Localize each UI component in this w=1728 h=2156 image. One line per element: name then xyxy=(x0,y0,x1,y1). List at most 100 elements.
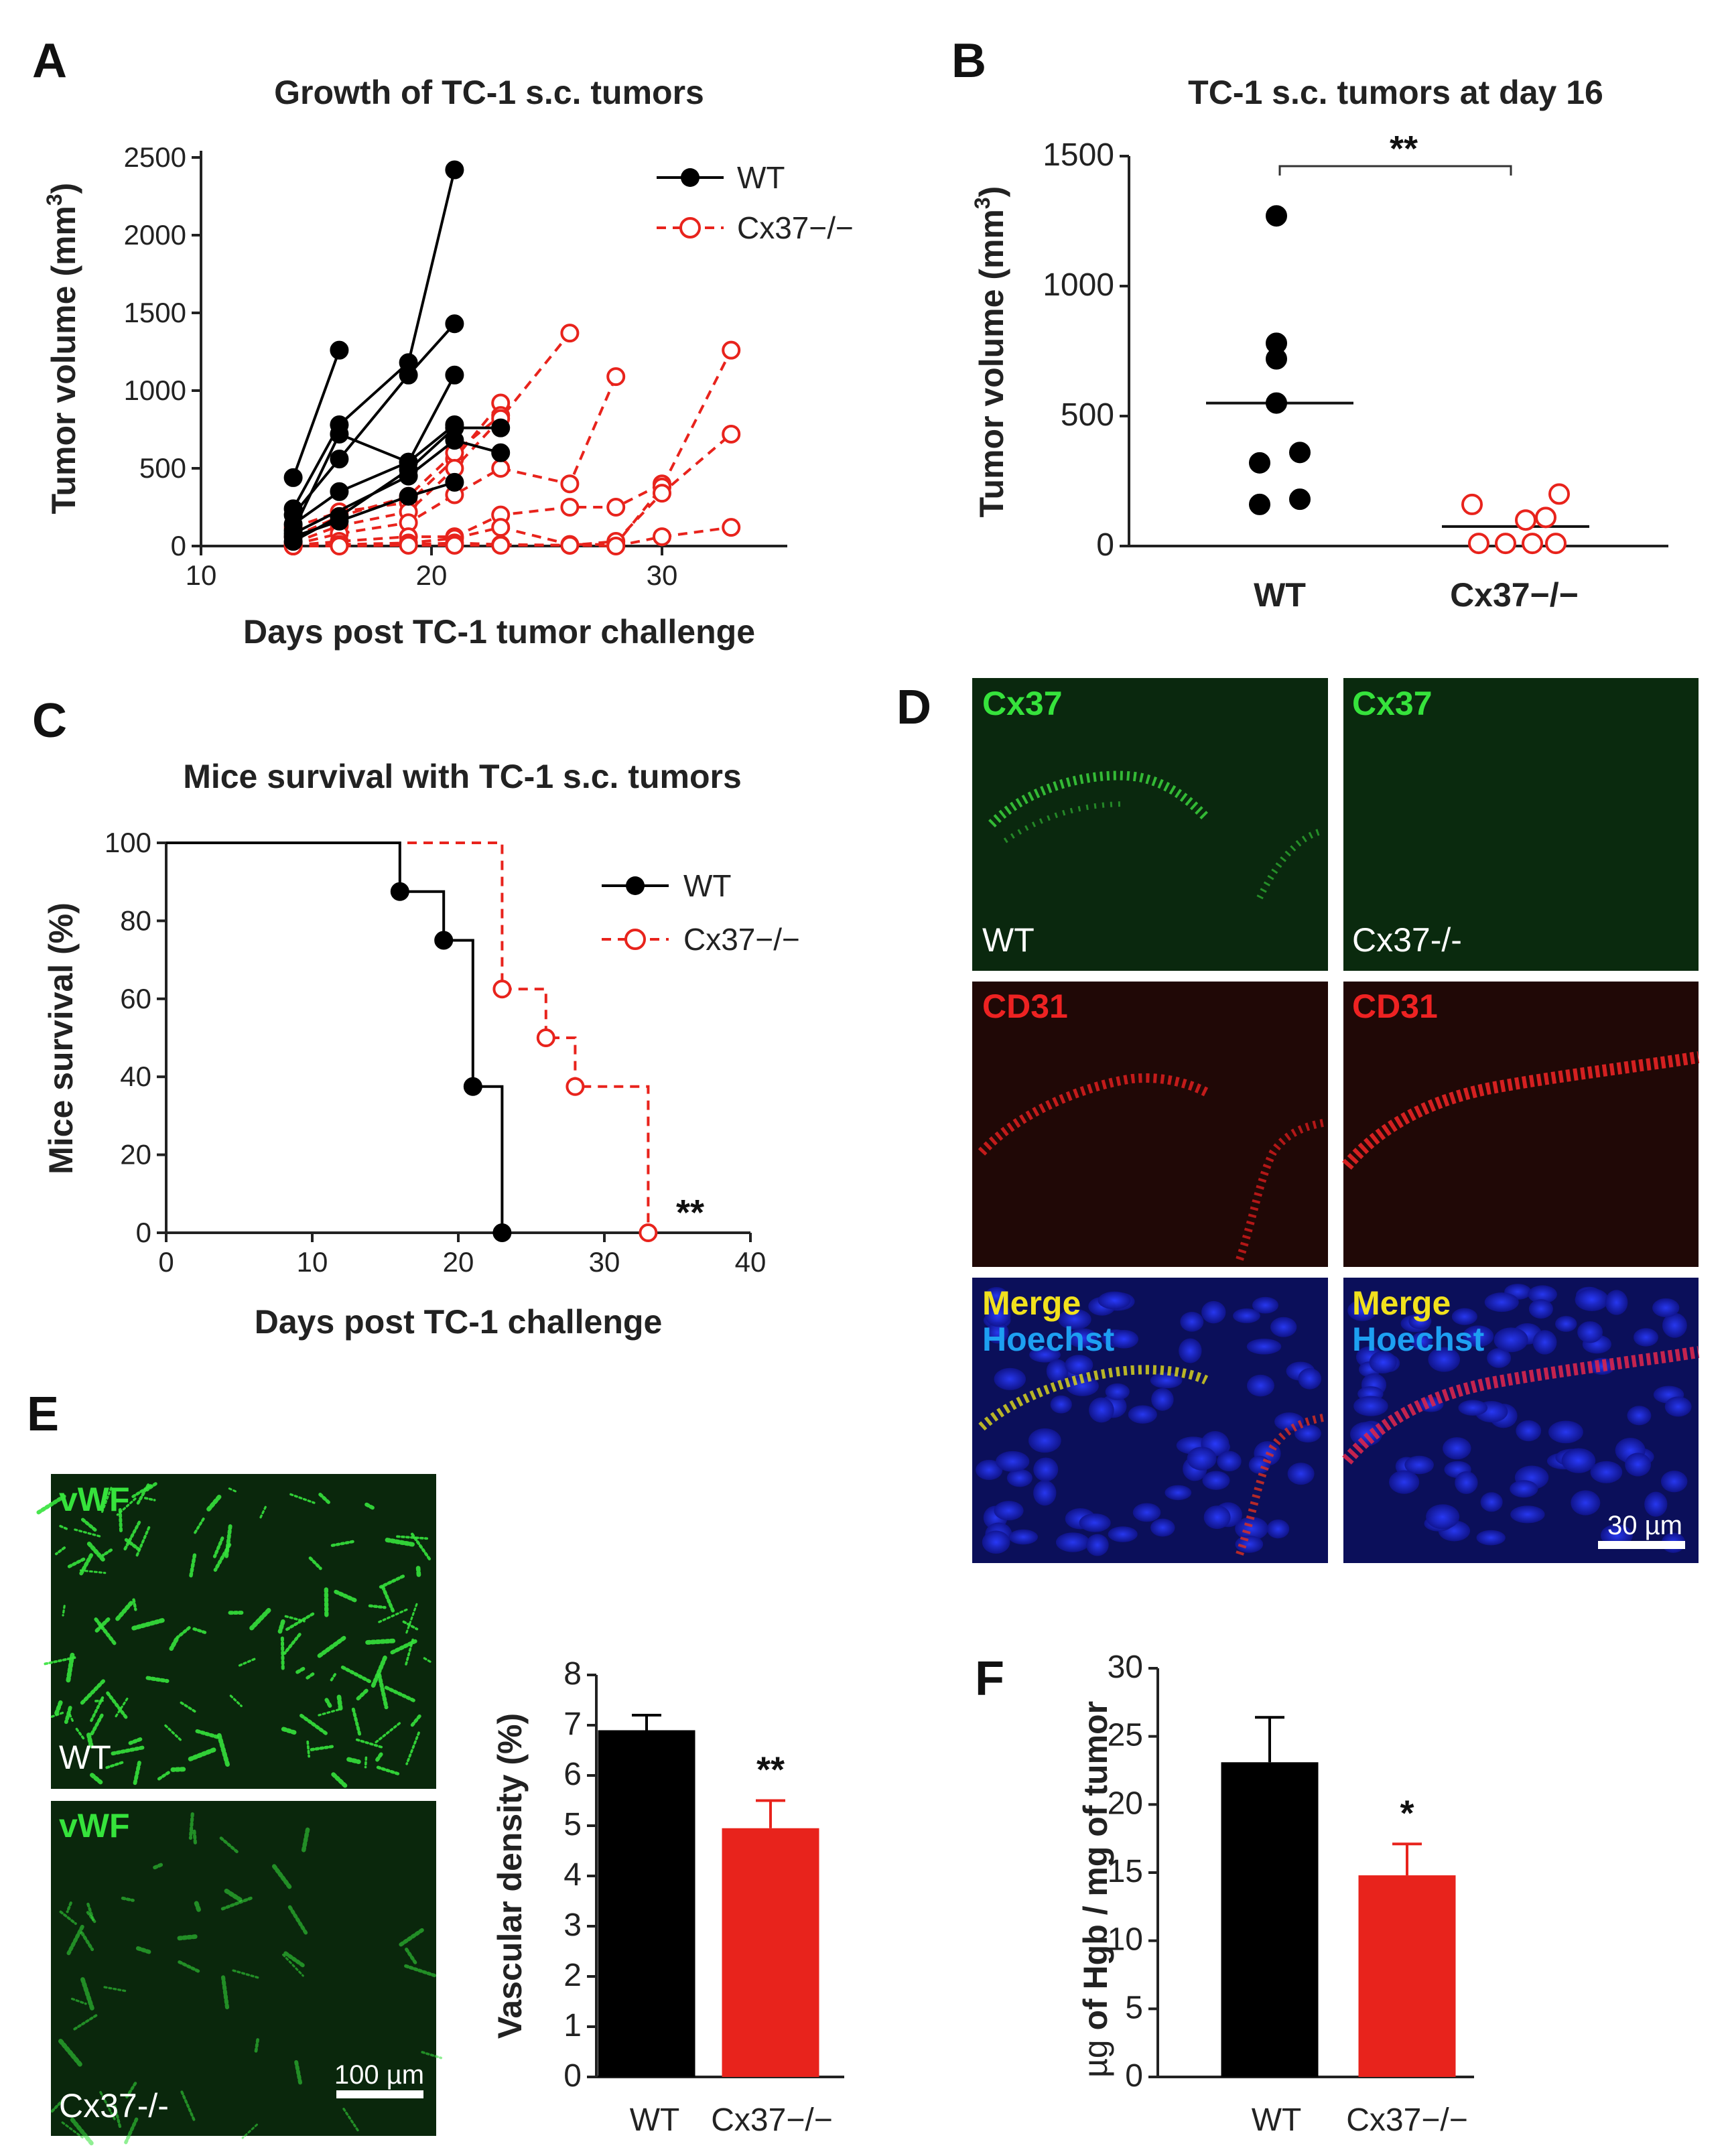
chart-c-ko-point xyxy=(492,980,512,999)
chart-a-ko-series-line xyxy=(292,414,502,538)
vwf-speckle xyxy=(396,1535,429,1540)
nucleus-blob xyxy=(1203,1505,1231,1530)
nucleus-blob xyxy=(1404,1455,1434,1475)
vwf-speckle xyxy=(72,2014,98,2031)
nucleus-blob xyxy=(994,1367,1026,1390)
vwf-speckle xyxy=(318,1492,332,1506)
vwf-speckle xyxy=(294,2060,303,2086)
vwf-speckle xyxy=(75,1727,85,1740)
vwf-speckle xyxy=(113,1697,129,1720)
chart-a-wt-series-line xyxy=(292,439,501,535)
chart-c-wt-point xyxy=(390,882,409,901)
vwf-speckle xyxy=(421,2051,443,2060)
vwf-speckle xyxy=(188,1553,197,1579)
nucleus-blob xyxy=(1408,1312,1432,1329)
nucleus-blob xyxy=(1644,1491,1668,1517)
chart-a-wt-point xyxy=(399,460,418,480)
chart-b-title: TC-1 s.c. tumors at day 16 xyxy=(1188,74,1603,111)
nucleus-blob xyxy=(1180,1311,1204,1332)
chart-b-ko-point xyxy=(1461,493,1483,515)
vwf-speckle xyxy=(205,1495,222,1513)
nucleus-blob xyxy=(1532,1330,1557,1355)
chart-b-ylabel-main: Tumor volume (mm xyxy=(973,209,1010,517)
nucleus-blob xyxy=(1235,1536,1264,1553)
chart-a-wt-point xyxy=(445,365,464,385)
panel-letter-f: F xyxy=(975,1652,1004,1706)
vwf-speckle xyxy=(415,1566,421,1580)
vwf-speckle xyxy=(156,1771,170,1781)
nucleus-blob xyxy=(1128,1405,1157,1424)
chart-f-ytick-label: 15 xyxy=(1108,1854,1143,1889)
vwf-speckle xyxy=(405,1603,418,1634)
vwf-speckle xyxy=(277,1619,285,1634)
legend-c-wt-label: WT xyxy=(683,868,732,903)
chart-c-xtick-label: 10 xyxy=(297,1246,328,1278)
chart-a-wt-point xyxy=(283,532,303,551)
chart-a-wt-point xyxy=(399,486,418,506)
nucleus-blob xyxy=(1217,1451,1242,1472)
chart-a-ko-point xyxy=(560,474,580,494)
chart-f-ytick-label: 5 xyxy=(1125,1990,1143,2025)
vwf-speckle xyxy=(232,1969,261,1979)
chart-a-wt-series-line xyxy=(291,349,341,478)
vwf-speckle xyxy=(373,1722,401,1745)
nucleus-blob xyxy=(1480,1492,1503,1512)
chart-b-xtick-wt: WT xyxy=(1254,576,1306,614)
vwf-speckle xyxy=(188,1747,216,1761)
nucleus-blob xyxy=(1098,1291,1131,1310)
nucleus-blob xyxy=(1298,1367,1322,1390)
vwf-speckle xyxy=(249,1608,271,1631)
chart-f-ylabel: µg of Hgb / mg of tumor xyxy=(1077,1701,1114,2078)
vwf-speckle xyxy=(377,1608,408,1624)
nucleus-blob xyxy=(1347,1300,1377,1321)
chart-c-ytick-label: 40 xyxy=(120,1061,151,1092)
vwf-speckle xyxy=(192,1518,205,1536)
chart-a-ko-point xyxy=(653,527,671,547)
scale-bar-e-label: 100 µm xyxy=(334,2060,424,2090)
vwf-speckle xyxy=(216,1733,230,1769)
chart-c-series xyxy=(166,841,658,1242)
chart-f-ytick-label: 10 xyxy=(1108,1922,1143,1958)
chart-b-ko-point xyxy=(1495,533,1516,555)
vwf-speckle xyxy=(131,1618,165,1631)
chart-e-ticks: 0 1 2 3 4 5 6 7 8 xyxy=(563,1656,596,2094)
chart-c-title: Mice survival with TC-1 s.c. tumors xyxy=(183,758,742,795)
chart-a-wt-point xyxy=(330,507,349,526)
vwf-speckle xyxy=(65,1652,75,1685)
chart-f-xtick-ko: Cx37−/− xyxy=(1346,2102,1467,2138)
nucleus-blob xyxy=(1462,1325,1494,1347)
chart-a-wt-point xyxy=(445,160,464,180)
vwf-speckle xyxy=(398,1928,424,1948)
vwf-speckle xyxy=(101,1487,113,1513)
chart-b-wt-point xyxy=(1249,493,1270,515)
chart-a-axes xyxy=(200,151,787,547)
micrograph-merge-ko xyxy=(1342,1278,1700,1563)
nucleus-blob xyxy=(1600,1524,1633,1547)
vwf-speckle xyxy=(64,1706,72,1725)
chart-a-ytick-label: 500 xyxy=(139,452,186,484)
chart-a-xlabel: Days post TC-1 tumor challenge xyxy=(243,613,755,651)
nucleus-blob xyxy=(1067,1328,1098,1348)
chart-f-ticks: 0 5 10 15 20 25 30 xyxy=(1108,1649,1158,2094)
nucleus-blob xyxy=(1029,1347,1061,1363)
panel-e-micrographs: vWF WT vWF Cx37-/- 100 µm xyxy=(36,1474,443,2147)
chart-b-ko-point xyxy=(1535,507,1556,529)
chart-a-wt-point xyxy=(491,443,511,462)
chart-a-ko-point xyxy=(330,537,349,555)
scale-bar-e xyxy=(336,2090,423,2098)
chart-a-ko-point xyxy=(399,535,418,555)
vwf-speckle xyxy=(317,1635,346,1658)
vwf-speckle xyxy=(36,1494,66,1515)
label-cd31-ko: CD31 xyxy=(1352,988,1438,1025)
vwf-speckle xyxy=(116,1497,137,1516)
vwf-speckle xyxy=(103,1761,124,1770)
chart-c-xtick-label: 0 xyxy=(158,1246,174,1278)
label-cd31-wt: CD31 xyxy=(982,988,1068,1025)
chart-c-legend: WT Cx37−/− xyxy=(602,868,800,957)
chart-b-wt-point xyxy=(1289,442,1311,464)
chart-e-ytick-label: 2 xyxy=(563,1958,582,1993)
nucleus-blob xyxy=(1165,1485,1192,1501)
chart-b-ytick-label: 1500 xyxy=(1043,137,1114,173)
nucleus-blob xyxy=(1274,1412,1305,1431)
